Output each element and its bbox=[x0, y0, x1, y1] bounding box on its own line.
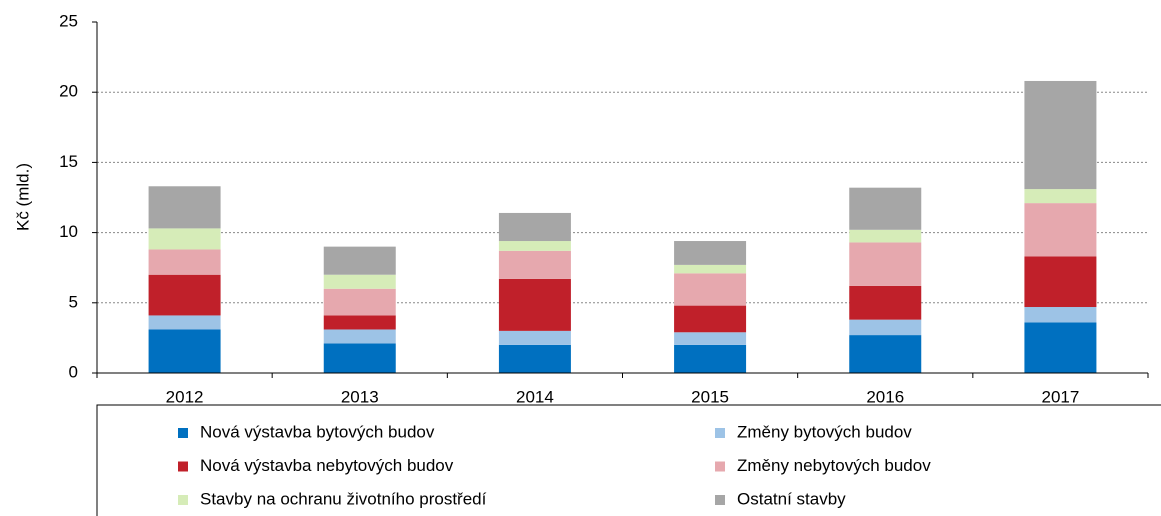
bar-segment bbox=[323, 343, 396, 373]
bar-segment bbox=[849, 319, 922, 336]
bar-segment bbox=[1024, 322, 1097, 373]
y-tick-label: 10 bbox=[59, 222, 78, 241]
y-tick-label: 15 bbox=[59, 152, 78, 171]
bar-segment bbox=[849, 187, 922, 230]
bar-segment bbox=[674, 305, 747, 333]
legend-swatch bbox=[715, 461, 725, 472]
bar-segment bbox=[148, 228, 221, 250]
y-tick-label: 20 bbox=[59, 82, 78, 101]
legend-label: Ostatní stavby bbox=[737, 489, 846, 508]
bar-segment bbox=[148, 249, 221, 275]
bar-segment bbox=[498, 344, 571, 373]
bar-segment bbox=[323, 315, 396, 330]
x-tick-label: 2014 bbox=[516, 387, 554, 406]
legend-label: Změny bytových budov bbox=[737, 422, 912, 441]
legend-swatch bbox=[715, 428, 725, 438]
bar-segment bbox=[323, 274, 396, 289]
bar-segment bbox=[849, 242, 922, 286]
bar-segment bbox=[1024, 256, 1097, 308]
legend-label: Stavby na ochranu životního prostředí bbox=[200, 489, 487, 508]
bar-segment bbox=[674, 264, 747, 274]
bar-segment bbox=[674, 332, 747, 345]
x-tick-label: 2017 bbox=[1042, 387, 1080, 406]
legend-label: Nová výstavba nebytových budov bbox=[200, 456, 454, 475]
legend-box bbox=[96, 404, 1161, 516]
y-tick-label: 5 bbox=[69, 292, 78, 311]
x-tick-label: 2013 bbox=[341, 387, 379, 406]
bar-segment bbox=[148, 274, 221, 316]
bar-segment bbox=[674, 273, 747, 306]
legend-swatch bbox=[178, 428, 188, 438]
bar-segment bbox=[148, 329, 221, 373]
bar-segment bbox=[498, 212, 571, 242]
bar-segment bbox=[674, 241, 747, 265]
legend-label: Změny nebytových budov bbox=[737, 456, 931, 475]
bar-segment bbox=[1024, 189, 1097, 204]
bar-segment bbox=[498, 278, 571, 331]
bar-segment bbox=[498, 250, 571, 279]
x-tick-label: 2012 bbox=[166, 387, 204, 406]
bar-segment bbox=[148, 315, 221, 330]
bar-segment bbox=[849, 229, 922, 243]
legend-label: Nová výstavba bytových budov bbox=[200, 422, 435, 441]
y-tick-label: 25 bbox=[59, 11, 78, 30]
y-axis-label: Kč (mld.) bbox=[13, 163, 32, 231]
x-tick-label: 2016 bbox=[866, 387, 904, 406]
bar-segment bbox=[1024, 203, 1097, 257]
x-tick-label: 2015 bbox=[691, 387, 729, 406]
bar-segment bbox=[849, 335, 922, 373]
bar-segment bbox=[1024, 80, 1097, 190]
bar-segment bbox=[498, 241, 571, 251]
bar-segment bbox=[1024, 307, 1097, 323]
bar-segment bbox=[323, 288, 396, 316]
legend-swatch bbox=[178, 461, 188, 472]
legend-swatch bbox=[715, 495, 725, 505]
y-tick-label: 0 bbox=[69, 362, 78, 381]
legend-swatch bbox=[178, 495, 188, 505]
bar-segment bbox=[148, 186, 221, 229]
bar-segment bbox=[323, 329, 396, 344]
bar-segment bbox=[674, 344, 747, 373]
bar-segment bbox=[849, 285, 922, 320]
bar-segment bbox=[323, 246, 396, 275]
bar-segment bbox=[498, 330, 571, 345]
